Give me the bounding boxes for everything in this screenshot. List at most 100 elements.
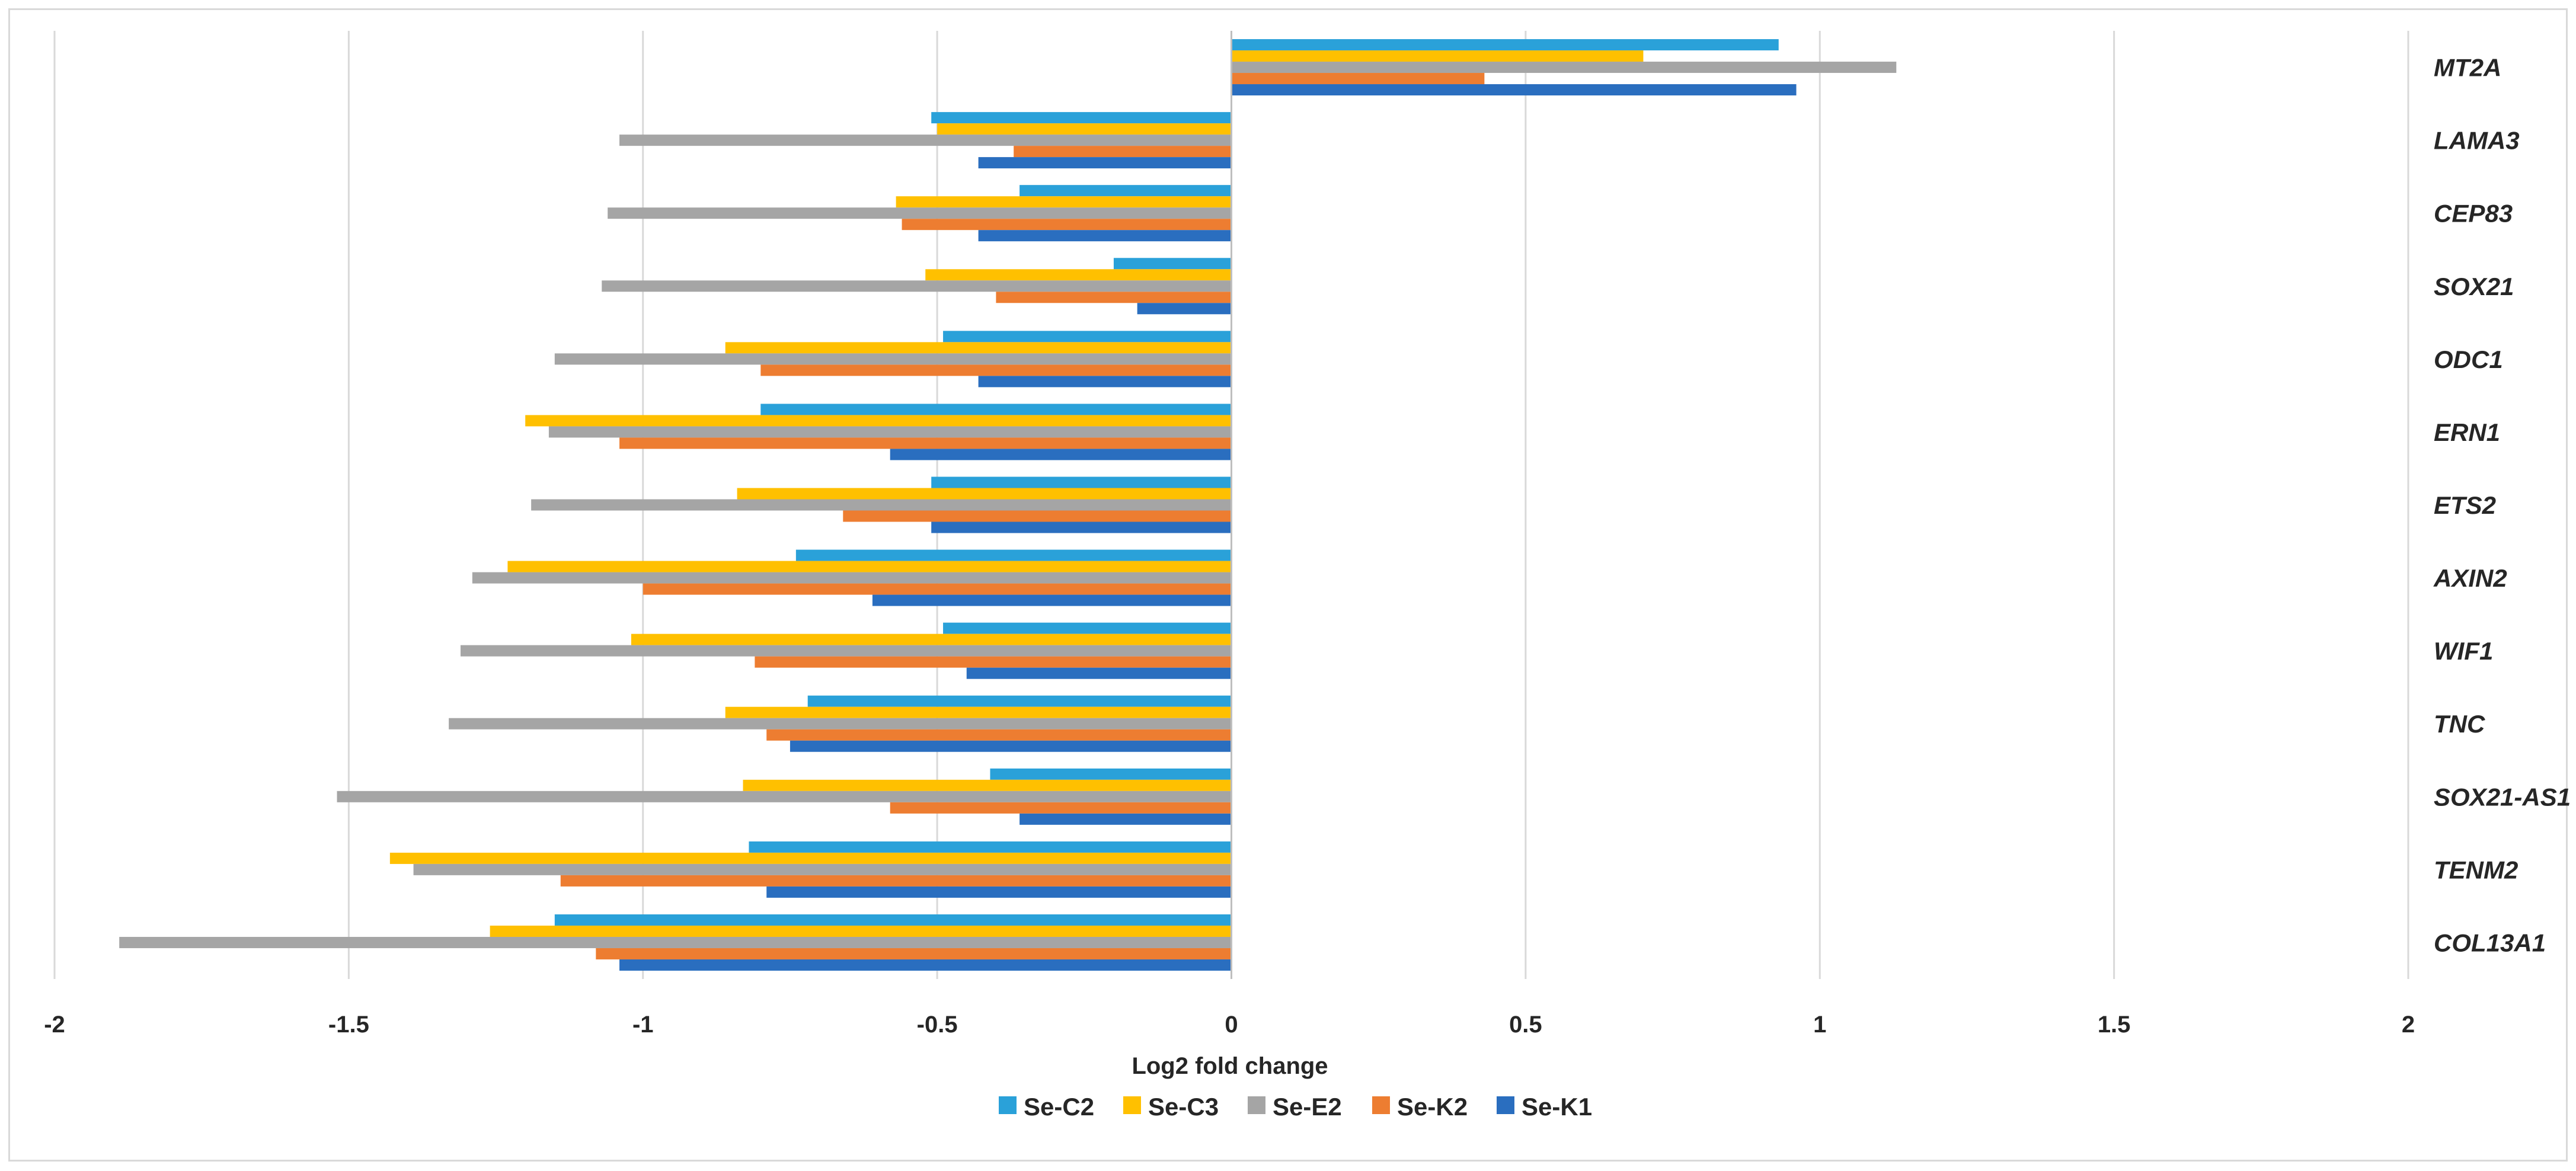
category-label: TNC xyxy=(2434,710,2485,738)
bars xyxy=(119,39,1897,971)
bar-se-e2-odc1 xyxy=(554,353,1232,365)
legend-label-se-c2: Se-C2 xyxy=(1024,1093,1094,1121)
x-tick-label: 1.5 xyxy=(2098,1012,2131,1038)
bar-se-k2-sox21-as1 xyxy=(890,802,1232,814)
bar-se-k2-wif1 xyxy=(755,656,1232,668)
bar-se-c3-odc1 xyxy=(725,342,1232,354)
bar-se-k2-axin2 xyxy=(643,583,1232,595)
bar-se-c3-mt2a xyxy=(1231,50,1644,62)
legend-swatch-se-k1 xyxy=(1497,1096,1514,1114)
x-tick-label: 0 xyxy=(1225,1012,1238,1038)
bar-se-k2-odc1 xyxy=(760,364,1232,376)
category-label: AXIN2 xyxy=(2433,564,2507,592)
legend-label-se-k2: Se-K2 xyxy=(1397,1093,1468,1121)
x-tick-label: 2 xyxy=(2402,1012,2415,1038)
legend-swatch-se-e2 xyxy=(1248,1096,1265,1114)
bar-se-c2-lama3 xyxy=(931,112,1232,124)
legend-label-se-e2: Se-E2 xyxy=(1273,1093,1342,1121)
bar-se-c2-tenm2 xyxy=(749,841,1232,853)
x-tick-label: -1 xyxy=(632,1012,654,1038)
bar-se-k2-tenm2 xyxy=(560,875,1232,887)
bar-se-c2-odc1 xyxy=(943,331,1232,343)
bar-se-k1-sox21-as1 xyxy=(1019,813,1232,825)
bar-se-e2-wif1 xyxy=(460,645,1232,657)
category-label: SOX21 xyxy=(2434,273,2514,300)
bar-se-k1-tnc xyxy=(790,740,1232,752)
legend-swatch-se-k2 xyxy=(1372,1096,1390,1114)
bar-se-c2-mt2a xyxy=(1231,39,1779,51)
bar-se-k2-tnc xyxy=(766,729,1232,741)
bar-se-e2-axin2 xyxy=(472,572,1232,584)
category-label: ERN1 xyxy=(2434,418,2500,446)
legend-label-se-k1: Se-K1 xyxy=(1522,1093,1592,1121)
chart-frame xyxy=(8,8,2568,1162)
bar-se-c3-ets2 xyxy=(737,488,1232,500)
bar-se-k2-cep83 xyxy=(902,219,1232,231)
bar-se-c2-sox21 xyxy=(1113,258,1232,270)
category-label: MT2A xyxy=(2434,54,2501,82)
bar-se-k1-ets2 xyxy=(931,521,1232,533)
x-tick-label: -1.5 xyxy=(328,1012,369,1038)
bar-se-c3-sox21-as1 xyxy=(743,779,1232,791)
bar-se-c3-wif1 xyxy=(631,634,1232,645)
category-label: SOX21-AS1 xyxy=(2434,783,2571,811)
bar-se-k1-wif1 xyxy=(966,667,1232,679)
category-label: TENM2 xyxy=(2434,856,2518,884)
category-label: WIF1 xyxy=(2434,637,2493,665)
legend-swatch-se-c2 xyxy=(999,1096,1017,1114)
category-label: COL13A1 xyxy=(2434,929,2546,956)
category-label: LAMA3 xyxy=(2434,127,2520,155)
bar-se-c3-lama3 xyxy=(937,123,1232,135)
bar-se-k1-sox21 xyxy=(1137,303,1232,315)
bar-se-c3-ern1 xyxy=(525,415,1232,427)
category-label: ODC1 xyxy=(2434,345,2503,373)
bar-se-k2-lama3 xyxy=(1014,146,1232,158)
bar-se-e2-mt2a xyxy=(1231,62,1897,73)
category-labels: MT2A LAMA3 CEP83 SOX21 ODC1 ERN1 ETS2 AXIN2 WIF1… xyxy=(2433,54,2571,957)
bar-se-e2-tnc xyxy=(449,718,1232,730)
bar-se-c2-ern1 xyxy=(760,404,1232,415)
bar-se-c3-cep83 xyxy=(896,196,1232,208)
bar-se-e2-sox21-as1 xyxy=(337,791,1232,802)
bar-se-c2-cep83 xyxy=(1019,185,1232,197)
x-tick-label: -2 xyxy=(44,1012,65,1038)
gridlines xyxy=(53,31,2409,979)
bar-se-k1-mt2a xyxy=(1231,84,1797,96)
bar-se-c3-tenm2 xyxy=(389,852,1232,864)
x-axis-title: Log2 fold change xyxy=(1132,1053,1328,1079)
x-tick-labels: -2 -1.5 -1 -0.5 0 0.5 1 1.5 2 xyxy=(44,1012,2415,1038)
bar-se-e2-lama3 xyxy=(619,135,1232,146)
bar-se-e2-col13a1 xyxy=(119,936,1232,948)
bar-se-k1-lama3 xyxy=(978,157,1232,169)
x-tick-label: 0.5 xyxy=(1509,1012,1542,1038)
x-tick-label: 1 xyxy=(1813,1012,1826,1038)
bar-se-c3-axin2 xyxy=(507,561,1232,572)
bar-se-c3-sox21 xyxy=(925,269,1232,281)
bar-se-c3-col13a1 xyxy=(490,925,1232,937)
bar-se-k2-ern1 xyxy=(619,437,1232,449)
bar-se-c2-tnc xyxy=(807,695,1232,707)
bar-se-k1-odc1 xyxy=(978,376,1232,388)
category-label: CEP83 xyxy=(2434,200,2513,228)
bar-se-e2-sox21 xyxy=(602,280,1232,292)
bar-se-k2-col13a1 xyxy=(596,948,1232,959)
bar-se-k1-cep83 xyxy=(978,230,1232,242)
bar-se-k2-sox21 xyxy=(996,292,1232,303)
category-label: ETS2 xyxy=(2434,491,2496,519)
bar-se-c2-wif1 xyxy=(943,622,1232,634)
bar-se-e2-cep83 xyxy=(608,207,1232,219)
bar-se-e2-ern1 xyxy=(548,426,1232,438)
bar-se-k1-axin2 xyxy=(872,594,1232,606)
bar-se-c3-tnc xyxy=(725,706,1232,718)
bar-se-c2-sox21-as1 xyxy=(990,768,1232,780)
x-tick-label: -0.5 xyxy=(917,1012,958,1038)
bar-se-k2-ets2 xyxy=(843,510,1232,522)
legend-label-se-c3: Se-C3 xyxy=(1148,1093,1219,1121)
legend: Se-C2 Se-C3 Se-E2 Se-K2 Se-K1 xyxy=(999,1093,1592,1121)
bar-se-k1-tenm2 xyxy=(766,886,1232,898)
bar-se-k1-col13a1 xyxy=(619,959,1232,971)
legend-swatch-se-c3 xyxy=(1123,1096,1141,1114)
bar-se-e2-ets2 xyxy=(531,499,1232,511)
bar-se-c2-col13a1 xyxy=(554,914,1232,926)
